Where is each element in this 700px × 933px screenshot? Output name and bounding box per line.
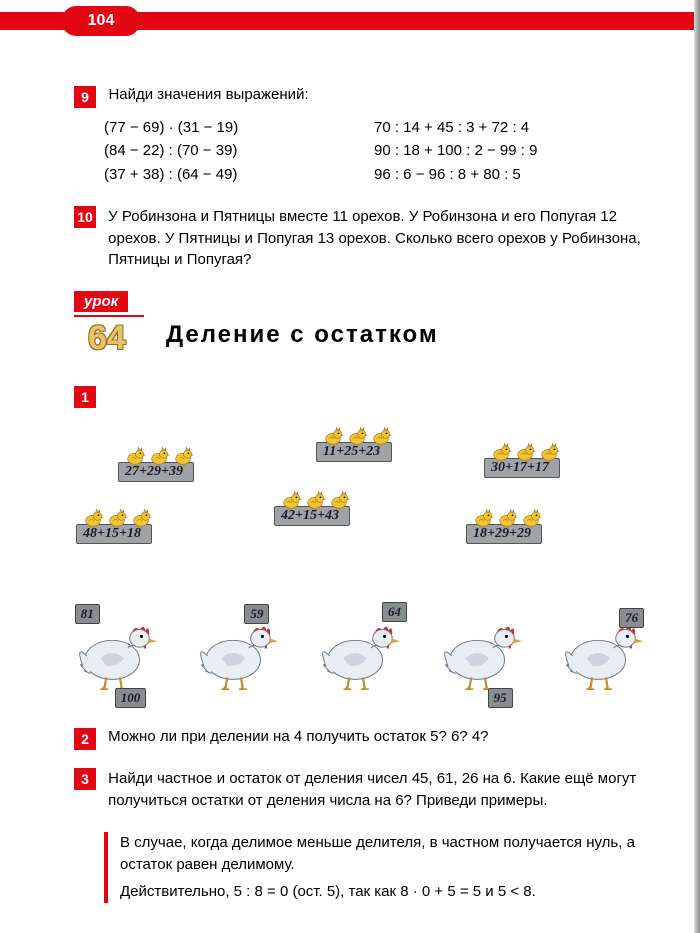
task-text: Можно ли при делении на 4 получить остат… — [108, 728, 488, 745]
hen-number-plate: 100 — [115, 688, 147, 708]
expr-cell: 90 : 18 + 100 : 2 − 99 : 9 — [374, 139, 634, 162]
expr-cell: (37 + 38) : (64 − 49) — [104, 163, 314, 186]
task-10: 10 У Робинзона и Пятницы вместе 11 орехо… — [74, 206, 664, 271]
task-number: 1 — [74, 386, 96, 408]
chick-icon — [148, 446, 170, 466]
chick-icon — [496, 508, 518, 528]
page-content: 9 Найди значения выражений: (77 − 69) · … — [74, 60, 664, 903]
expr-cell: (84 − 22) : (70 − 39) — [104, 139, 314, 162]
rule-line: В случае, когда делимое меньше делителя,… — [120, 832, 654, 877]
lesson-title: Деление с остатком — [166, 321, 439, 349]
hen-number-plate: 59 — [244, 604, 269, 624]
chick-icon — [280, 490, 302, 510]
chick-group: 27+29+39 — [118, 446, 194, 482]
lesson-label: урок — [74, 291, 128, 312]
hen-unit: 76 — [559, 602, 647, 712]
task-prompt: Найди значения выражений: — [108, 86, 308, 103]
hen-number-plate: 64 — [382, 602, 407, 622]
lesson-underline — [74, 315, 144, 317]
task-text: У Робинзона и Пятницы вместе 11 орехов. … — [108, 206, 648, 271]
chick-icon — [520, 508, 542, 528]
chick-group: 11+25+23 — [316, 426, 392, 462]
hen-unit: 95 — [438, 602, 526, 712]
page-number-tab: 104 — [62, 6, 140, 36]
chick-icon — [370, 426, 392, 446]
chick-row — [466, 508, 542, 528]
task-3: 3 Найди частное и остаток от деления чис… — [74, 768, 664, 812]
chick-icon — [490, 442, 512, 462]
chick-icon — [106, 508, 128, 528]
chick-icon — [322, 426, 344, 446]
chick-icon — [514, 442, 536, 462]
chick-icon — [346, 426, 368, 446]
hen-number-plate: 95 — [488, 688, 513, 708]
hen-unit: 81 100 — [73, 602, 161, 712]
hen-number-plate: 81 — [75, 604, 100, 624]
chick-icon — [304, 490, 326, 510]
page-edge — [694, 0, 700, 933]
rule-box: В случае, когда делимое меньше делителя,… — [104, 832, 654, 904]
expr-cell: 70 : 14 + 45 : 3 + 72 : 4 — [374, 116, 634, 139]
expr-cell: (77 − 69) · (31 − 19) — [104, 116, 314, 139]
chick-icon — [172, 446, 194, 466]
lesson-header: урок 64 Деление с остатком — [74, 291, 664, 358]
chick-icon — [472, 508, 494, 528]
chick-group: 48+15+18 — [76, 508, 152, 544]
rule-line: Действительно, 5 : 8 = 0 (ост. 5), так к… — [120, 881, 654, 904]
task-2: 2 Можно ли при делении на 4 получить ост… — [74, 728, 664, 750]
chick-icon — [130, 508, 152, 528]
chick-group: 42+15+43 — [274, 490, 350, 526]
chick-row — [274, 490, 350, 510]
hen-unit: 64 — [316, 602, 404, 712]
chick-row — [118, 446, 194, 466]
hens-row: 81 100 59 64 — [56, 602, 664, 712]
task-text: Найди частное и остаток от деления чисел… — [108, 768, 648, 812]
chick-row — [76, 508, 152, 528]
task-number: 3 — [74, 768, 96, 790]
illustration-area: 27+29+39 11+25+23 — [56, 422, 664, 712]
task-number: 2 — [74, 728, 96, 750]
task-number: 9 — [74, 86, 96, 108]
chick-row — [316, 426, 392, 446]
chick-row — [484, 442, 560, 462]
task-number: 10 — [74, 206, 96, 228]
chick-icon — [328, 490, 350, 510]
chick-icon — [124, 446, 146, 466]
chick-group: 18+29+29 — [466, 508, 542, 544]
hen-number-plate: 76 — [619, 608, 644, 628]
hen-unit: 59 — [194, 602, 282, 712]
chick-icon — [538, 442, 560, 462]
chick-group: 30+17+17 — [484, 442, 560, 478]
expr-cell: 96 : 6 − 96 : 8 + 80 : 5 — [374, 163, 634, 186]
task-1: 1 27+29+39 — [74, 382, 664, 712]
chick-icon — [82, 508, 104, 528]
expression-grid: (77 − 69) · (31 − 19) 70 : 14 + 45 : 3 +… — [104, 116, 664, 186]
task-9: 9 Найди значения выражений: (77 − 69) · … — [74, 86, 664, 186]
